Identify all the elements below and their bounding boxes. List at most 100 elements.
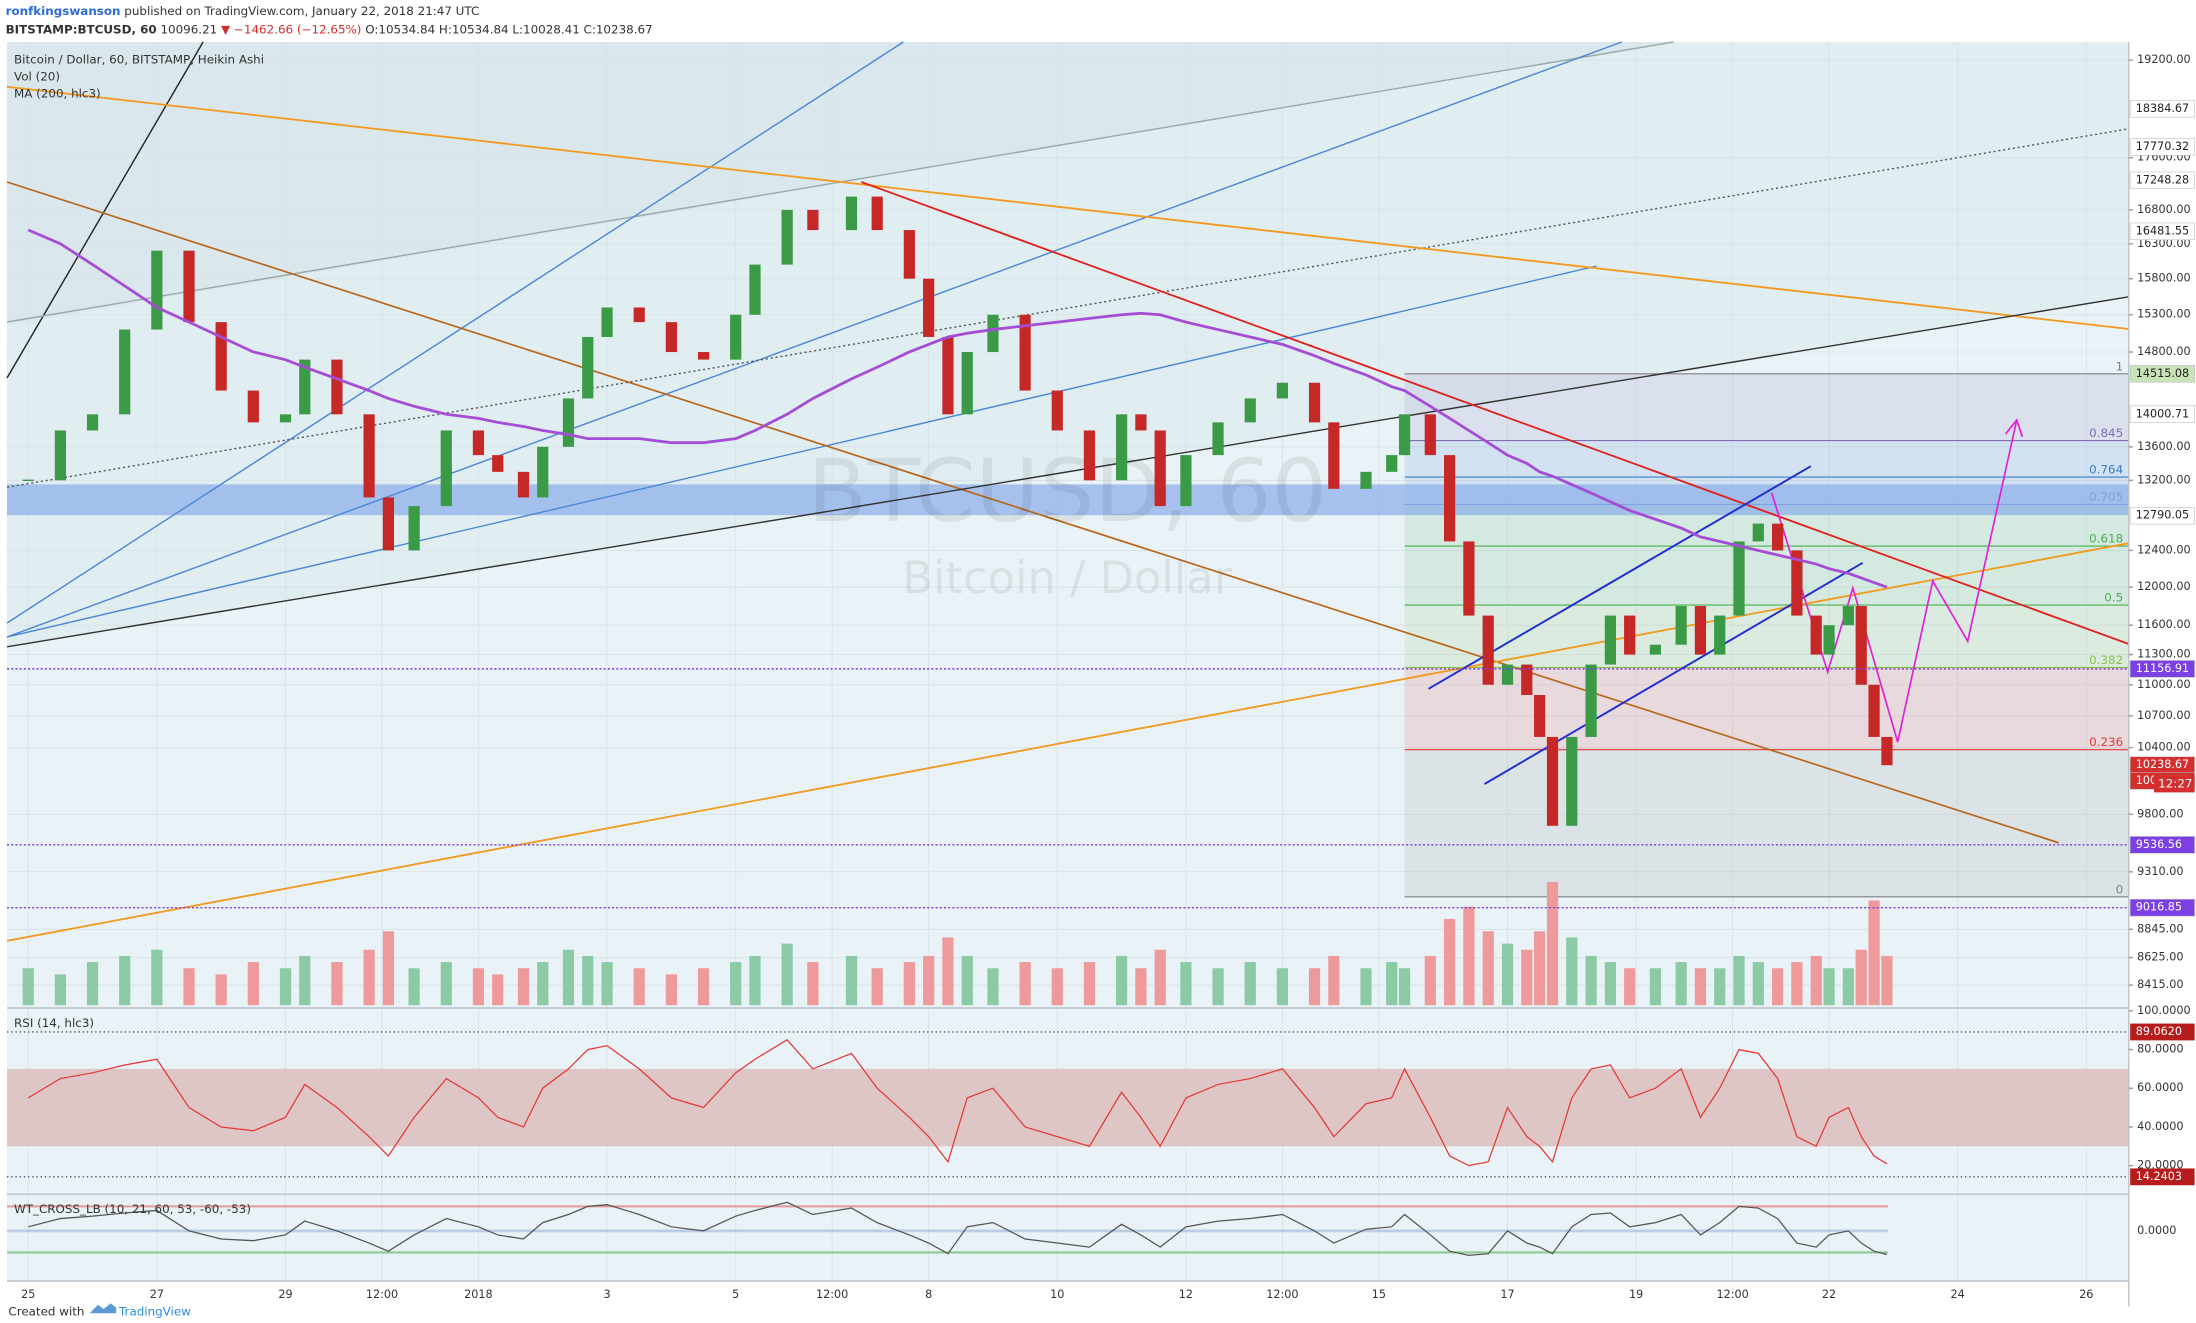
rsi-tick-label: 40.0000 (2137, 1120, 2183, 1133)
volume-bar (183, 968, 195, 1006)
rsi-label: 89.0620 (2136, 1025, 2182, 1038)
volume-bar (537, 962, 549, 1006)
watermark: BTCUSD, 60 (808, 441, 1327, 542)
price-label: 11156.91 (2136, 662, 2189, 675)
candle (1624, 615, 1636, 655)
volume-bar (1328, 955, 1340, 1006)
legend-wt[interactable]: WT_CROSS_LB (10, 21, 60, 53, -60, -53) (14, 1202, 251, 1216)
trend-line (6, 41, 904, 624)
candle (749, 264, 761, 315)
volume-bar (331, 962, 343, 1006)
fib-label: 0.764 (2089, 463, 2123, 477)
candle (215, 322, 227, 391)
candle (1019, 314, 1031, 391)
candle (1398, 414, 1411, 456)
x-tick-label: 3 (604, 1288, 611, 1301)
rsi-tick-label: 100.0000 (2137, 1004, 2190, 1017)
y-tick-label: 8415.00 (2137, 978, 2183, 991)
candle (517, 471, 530, 498)
y-tick-label: 10400.00 (2137, 741, 2190, 754)
y-tick-label: 15300.00 (2137, 308, 2190, 321)
candle (1675, 606, 1687, 645)
candle (299, 359, 311, 415)
candle (633, 307, 645, 323)
trend-line (6, 85, 2129, 330)
volume-bar (440, 962, 452, 1006)
fib-zone (1404, 546, 2129, 606)
candle (1772, 523, 1784, 551)
volume-bar (1463, 906, 1475, 1006)
price-label: 9016.85 (2136, 901, 2182, 914)
symbol: BITSTAMP:BTCUSD, 60 (6, 22, 157, 36)
legend-ma[interactable]: MA (200, hlc3) (14, 86, 101, 100)
candle (363, 414, 375, 498)
price-label: 14515.08 (2136, 367, 2189, 380)
volume-bar (492, 974, 504, 1006)
projection-arrow (2004, 418, 2024, 438)
legend-rsi[interactable]: RSI (14, hlc3) (14, 1016, 94, 1030)
fib-label: 0.845 (2089, 426, 2123, 440)
candle (601, 307, 613, 337)
volume-bar (1604, 962, 1616, 1006)
candle (1810, 615, 1822, 655)
trend-line (6, 41, 1623, 638)
published: published on TradingView.com, January 22… (124, 4, 479, 18)
y-tick-label: 19200.00 (2137, 53, 2190, 66)
candle (781, 209, 793, 265)
volume-bar (1733, 955, 1745, 1006)
countdown-box (2153, 775, 2195, 793)
y-tick-label: 11600.00 (2137, 618, 2190, 631)
price-label: 16481.55 (2136, 224, 2189, 237)
x-tick-label: 12:00 (816, 1288, 848, 1301)
rsi-tick-label: 80.0000 (2137, 1043, 2183, 1056)
price-label-box (2129, 171, 2195, 190)
volume-bar (1276, 968, 1288, 1006)
fib-label: 0.236 (2089, 735, 2123, 749)
volume-bar (408, 968, 420, 1006)
x-tick-label: 10 (1050, 1288, 1064, 1301)
candle (697, 352, 710, 360)
header-line: ronfkingswanson published on TradingView… (6, 4, 480, 18)
candle (1566, 736, 1578, 826)
candle (1244, 398, 1256, 423)
candle (665, 322, 677, 353)
x-tick-label: 12:00 (366, 1288, 398, 1301)
volume-bar (1398, 968, 1411, 1006)
trend-line (6, 41, 204, 379)
x-tick-label: 12 (1179, 1288, 1193, 1301)
volume-bar (1019, 962, 1031, 1006)
author[interactable]: ronfkingswanson (6, 4, 121, 18)
candle (1212, 422, 1224, 456)
volume-bar (582, 955, 594, 1006)
trend-line (6, 128, 2129, 488)
y-tick-label: 13200.00 (2137, 473, 2190, 486)
volume-bar (987, 968, 999, 1006)
volume-bar (1868, 900, 1880, 1006)
volume-bar (1649, 968, 1662, 1006)
fib-label: 0.5 (2104, 591, 2123, 605)
rsi-line (27, 1038, 1888, 1167)
y-tick-label: 8625.00 (2137, 951, 2183, 964)
volume-bar (363, 949, 375, 1006)
candle (492, 455, 504, 472)
y-tick-label: 16800.00 (2137, 203, 2190, 216)
candle (408, 506, 420, 551)
candle (845, 196, 858, 231)
candle (807, 209, 819, 231)
trend-line (6, 542, 2129, 942)
volume-bar (1855, 949, 1867, 1006)
volume-bar (1823, 968, 1835, 1006)
price-label: 17248.28 (2136, 173, 2189, 186)
candle (151, 250, 163, 330)
price-label-box (2129, 660, 2195, 678)
volume-bar (86, 962, 99, 1006)
legend-main[interactable]: Bitcoin / Dollar, 60, BITSTAMP, Heikin A… (14, 53, 264, 67)
price-label: 18384.67 (2136, 102, 2189, 115)
candle (1585, 664, 1597, 737)
volume-bar (1566, 937, 1578, 1006)
fib-label: 0.382 (2089, 653, 2123, 667)
footer-brand[interactable]: TradingView (118, 1304, 191, 1318)
legend-volume[interactable]: Vol (20) (14, 70, 60, 84)
volume-bar (1424, 955, 1436, 1006)
support-zone (7, 484, 2129, 516)
